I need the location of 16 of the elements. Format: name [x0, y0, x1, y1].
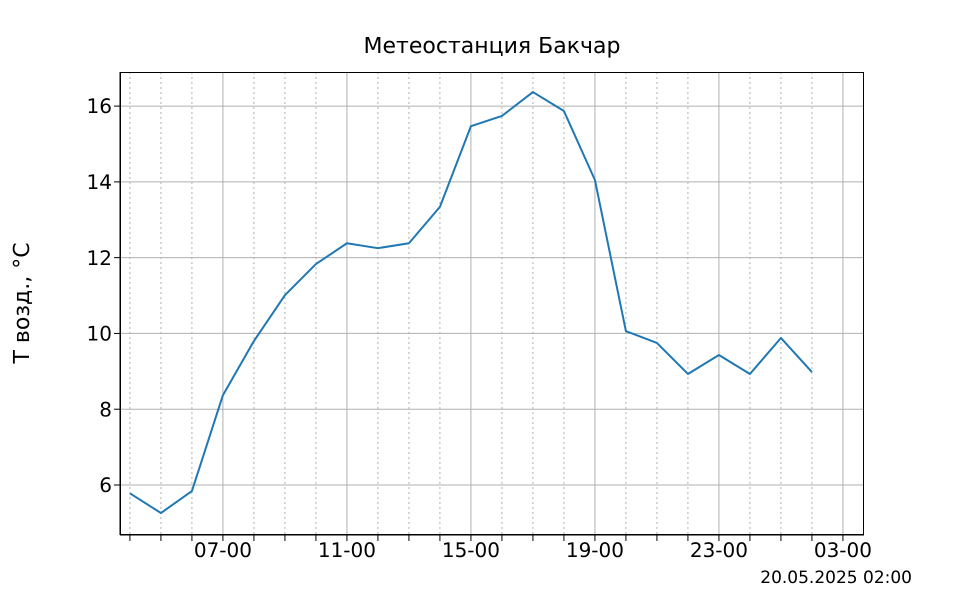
y-tick-label: 12: [86, 246, 112, 270]
text: 20.05.2025 02:00: [760, 568, 912, 588]
chart-title: Метеостанция Бакчар: [362, 34, 622, 59]
y-tick-label: 14: [86, 170, 112, 194]
x-tick-label: 19-00: [566, 538, 624, 562]
x-tick-label: 07-00: [194, 538, 252, 562]
y-axis-title: Т возд., °C: [10, 242, 35, 364]
x-tick-label: 15-00: [442, 538, 500, 562]
y-tick-label: 10: [86, 322, 112, 346]
x-tick-label: 03-00: [814, 538, 872, 562]
y-tick-label: 16: [86, 94, 112, 118]
line-series: [128, 91, 813, 514]
x-tick-label: 23-00: [690, 538, 748, 562]
y-tick-label: 6: [99, 473, 112, 498]
y-tick-label: 8: [99, 397, 112, 422]
x-tick-label: 11-00: [318, 538, 376, 562]
